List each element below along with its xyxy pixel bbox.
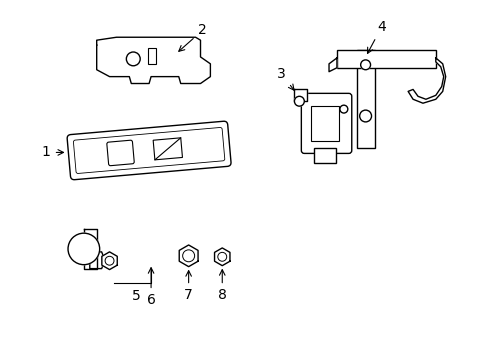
Bar (148, 48, 156, 64)
Polygon shape (97, 37, 210, 84)
Circle shape (339, 105, 347, 113)
Text: 6: 6 (146, 268, 155, 307)
Bar (356, 50, 374, 148)
Text: 8: 8 (217, 270, 226, 302)
FancyBboxPatch shape (67, 121, 230, 180)
Polygon shape (214, 248, 229, 266)
Circle shape (360, 60, 370, 70)
Polygon shape (328, 58, 336, 72)
Circle shape (294, 96, 304, 106)
Text: 1: 1 (42, 145, 63, 159)
Bar (336, 50, 435, 68)
Circle shape (68, 233, 100, 265)
Polygon shape (294, 89, 306, 101)
Circle shape (183, 250, 194, 262)
Polygon shape (407, 58, 445, 103)
Text: 2: 2 (179, 23, 206, 51)
Circle shape (359, 110, 371, 122)
Bar (310, 106, 338, 141)
Bar (314, 148, 335, 163)
Polygon shape (83, 229, 97, 269)
Bar (153, 138, 182, 160)
Text: 7: 7 (184, 271, 193, 302)
FancyBboxPatch shape (107, 140, 134, 166)
Circle shape (217, 252, 226, 261)
Polygon shape (179, 245, 198, 267)
Text: 3: 3 (277, 67, 293, 90)
Circle shape (105, 256, 114, 265)
Polygon shape (102, 252, 117, 270)
Text: 5: 5 (132, 289, 141, 303)
Circle shape (126, 52, 140, 66)
Text: 4: 4 (367, 21, 385, 53)
FancyBboxPatch shape (301, 93, 351, 153)
Polygon shape (83, 247, 116, 269)
